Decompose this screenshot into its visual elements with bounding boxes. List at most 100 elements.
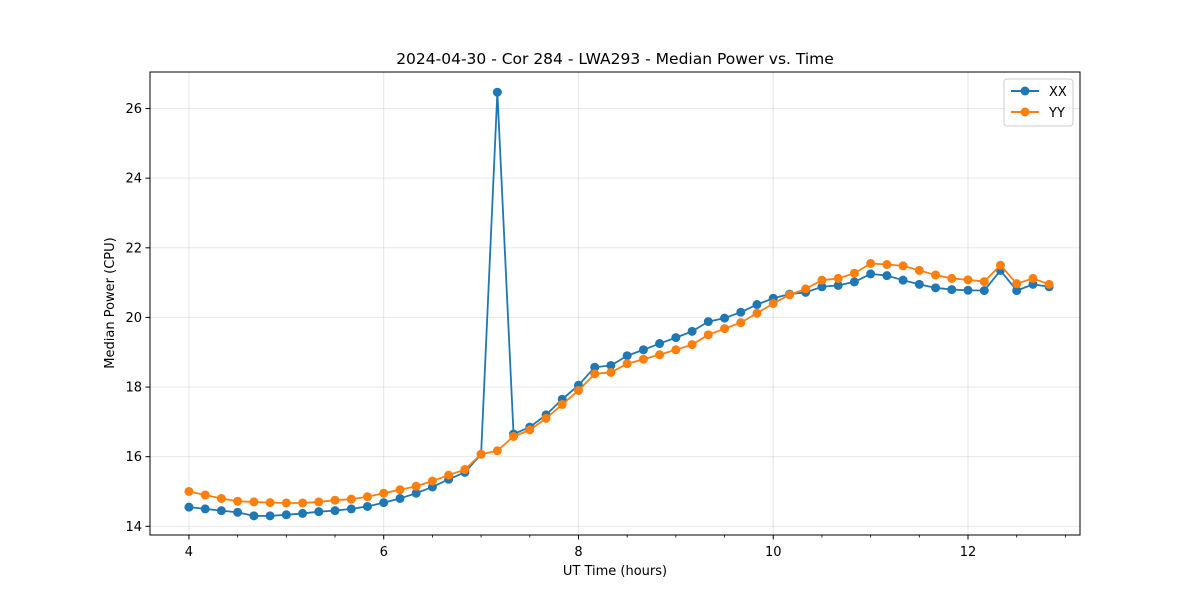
y-tick-label: 14 <box>125 520 142 535</box>
series-xx-point <box>395 493 405 503</box>
x-tick-label: 6 <box>380 545 388 560</box>
y-axis-label: Median Power (CPU) <box>103 237 118 368</box>
series-yy-point <box>330 495 340 505</box>
series-yy-point <box>281 498 291 508</box>
series-xx-point <box>898 275 908 285</box>
series-yy-point <box>687 340 697 350</box>
series-xx-point <box>866 269 876 279</box>
series-yy-point <box>200 490 210 500</box>
series-xx-point <box>882 271 892 281</box>
series-yy-point <box>525 425 535 435</box>
series-yy-point <box>849 268 859 278</box>
legend-xx-label: XX <box>1049 85 1067 100</box>
series-xx-point <box>703 317 713 327</box>
series-yy-point <box>249 497 259 507</box>
series-xx-point <box>216 506 226 516</box>
y-tick-label: 20 <box>125 311 142 326</box>
legend-yy-label: YY <box>1048 106 1065 121</box>
series-yy-point <box>346 494 356 504</box>
series-yy-point <box>233 496 243 506</box>
series-xx-point <box>947 285 957 295</box>
series-xx-point <box>233 507 243 517</box>
chart-title: 2024-04-30 - Cor 284 - LWA293 - Median P… <box>396 50 834 68</box>
grid-layer <box>150 72 1080 535</box>
x-axis-label: UT Time (hours) <box>563 564 667 579</box>
series-xx-point <box>184 502 194 512</box>
series-xx-point <box>606 360 616 370</box>
series-yy-point <box>931 270 941 280</box>
series-yy-point <box>947 273 957 283</box>
x-tick-label: 10 <box>765 545 782 560</box>
y-tick-label: 26 <box>125 102 142 117</box>
series-yy-point <box>541 413 551 423</box>
series-xx-point <box>330 506 340 516</box>
series-yy-point <box>411 481 421 491</box>
series-yy-point <box>752 308 762 318</box>
x-tick-label: 12 <box>960 545 977 560</box>
series-yy-point <box>314 497 324 507</box>
series-yy-point <box>1012 279 1022 289</box>
series-yy-point <box>184 486 194 496</box>
series-xx-point <box>298 508 308 518</box>
series-yy-point <box>476 449 486 459</box>
series-yy-point <box>622 359 632 369</box>
series-xx-point <box>346 504 356 514</box>
series-yy-point <box>590 369 600 379</box>
series-xx-point <box>833 280 843 290</box>
series-xx-point <box>914 279 924 289</box>
series-yy-point <box>817 275 827 285</box>
series-yy-point <box>833 273 843 283</box>
series-yy-point <box>979 277 989 287</box>
series-xx-point <box>963 285 973 295</box>
series-xx-point <box>622 351 632 361</box>
series-yy-point <box>671 345 681 355</box>
series-xx-point <box>200 504 210 514</box>
series-yy-point <box>216 493 226 503</box>
series-xx-point <box>590 362 600 372</box>
series-xx-point <box>931 283 941 293</box>
series-xx-point <box>638 345 648 355</box>
series-xx-point <box>362 501 372 511</box>
ticks-layer: 4 6 8 10 12 14 16 18 20 22 24 26 <box>125 102 1066 560</box>
series-xx-point <box>281 510 291 520</box>
series-yy-point <box>509 431 519 441</box>
series-yy-point <box>557 399 567 409</box>
series-yy-point <box>801 284 811 294</box>
legend-xx-marker <box>1020 86 1030 96</box>
series-yy-point <box>1044 279 1054 289</box>
series-layer <box>184 87 1054 521</box>
series-yy-point <box>703 330 713 340</box>
y-tick-label: 22 <box>125 241 142 256</box>
series-yy-point <box>265 498 275 508</box>
series-yy-point <box>785 290 795 300</box>
series-xx-point <box>1012 286 1022 296</box>
series-yy-point <box>736 318 746 328</box>
series-yy-point <box>768 299 778 308</box>
series-xx-point <box>655 339 665 349</box>
series-yy-point <box>866 258 876 268</box>
series-xx-point <box>671 333 681 343</box>
series-yy-point <box>298 498 308 508</box>
series-yy-point <box>362 492 372 502</box>
series-yy-point <box>914 265 924 275</box>
series-xx-point <box>314 507 324 517</box>
y-tick-label: 18 <box>125 381 142 396</box>
series-yy-point <box>395 485 405 495</box>
legend: XX YY <box>1003 78 1074 127</box>
series-xx-point <box>411 488 421 498</box>
series-yy-point <box>1028 273 1038 283</box>
x-tick-label: 8 <box>574 545 582 560</box>
series-yy-point <box>460 465 470 475</box>
series-xx-point <box>687 326 697 336</box>
series-yy-point <box>638 354 648 364</box>
series-xx-point <box>379 498 389 508</box>
series-xx-point <box>817 282 827 292</box>
series-yy-point <box>492 446 502 456</box>
series-yy-point <box>720 324 730 334</box>
series-xx-point <box>849 277 859 287</box>
series-xx-point <box>249 511 259 521</box>
series-yy-point <box>963 275 973 285</box>
series-yy-point <box>995 260 1005 270</box>
